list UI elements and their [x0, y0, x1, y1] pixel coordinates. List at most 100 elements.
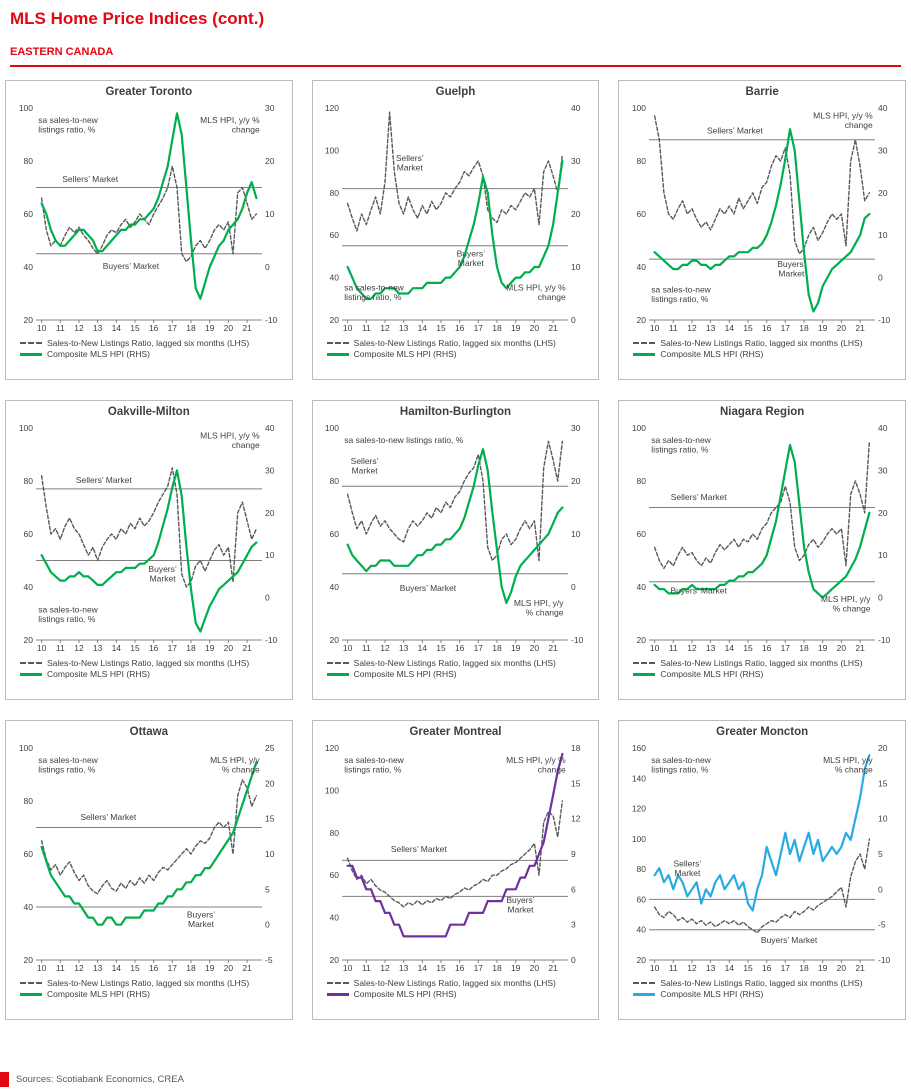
- chart-panel: Barrie 10 11 12 13 14 15 16 17 18 19 20 21 20 40 60 80 1…: [618, 80, 906, 380]
- svg-text:80: 80: [637, 476, 647, 486]
- svg-text:21: 21: [242, 643, 252, 653]
- svg-text:15: 15: [743, 643, 753, 653]
- svg-text:15: 15: [878, 778, 888, 788]
- legend-label-hpi: Composite MLS HPI (RHS): [47, 349, 150, 360]
- svg-text:0: 0: [878, 273, 883, 283]
- chart-legend: Sales-to-New Listings Ratio, lagged six …: [621, 336, 903, 360]
- svg-text:Buyers’ Market: Buyers’ Market: [400, 583, 457, 593]
- svg-text:40: 40: [265, 423, 275, 433]
- svg-text:60: 60: [637, 894, 647, 904]
- svg-text:16: 16: [762, 963, 772, 973]
- svg-text:15: 15: [743, 963, 753, 973]
- svg-text:20: 20: [878, 188, 888, 198]
- svg-text:-5: -5: [878, 920, 886, 930]
- svg-text:12: 12: [687, 323, 697, 333]
- svg-text:30: 30: [571, 156, 581, 166]
- chart-panel: Greater Toronto 10 11 12 13 14 15 16 17 18 19 20 21…: [5, 80, 293, 380]
- svg-text:19: 19: [205, 963, 215, 973]
- svg-text:11: 11: [669, 323, 678, 333]
- svg-text:20: 20: [23, 635, 33, 645]
- svg-text:14: 14: [418, 643, 428, 653]
- svg-text:100: 100: [325, 785, 339, 795]
- svg-text:0: 0: [571, 955, 576, 965]
- chart-title: Barrie: [745, 86, 779, 98]
- svg-text:30: 30: [878, 145, 888, 155]
- svg-text:19: 19: [205, 643, 215, 653]
- chart-plot: 10 11 12 13 14 15 16 17 18 19 20 21 20 40 60 80 100 -10 0 1…: [19, 103, 278, 333]
- svg-text:20: 20: [878, 743, 888, 753]
- chart-panel: Ottawa 10 11 12 13 14 15 16 17 18 19 20 21 20 40 60 80 1…: [5, 720, 293, 1020]
- svg-text:100: 100: [19, 423, 33, 433]
- dashed-line-swatch: [326, 662, 349, 664]
- svg-text:13: 13: [399, 323, 409, 333]
- svg-text:10: 10: [343, 963, 353, 973]
- svg-text:MLS HPI, y/y% change: MLS HPI, y/y% change: [823, 755, 873, 775]
- legend-label-hpi: Composite MLS HPI (RHS): [47, 669, 150, 680]
- svg-text:21: 21: [856, 963, 866, 973]
- svg-text:-10: -10: [878, 315, 891, 325]
- chart-legend: Sales-to-New Listings Ratio, lagged six …: [315, 976, 597, 1000]
- svg-text:-10: -10: [878, 635, 891, 645]
- svg-text:20: 20: [223, 643, 233, 653]
- svg-text:Sellers’ Market: Sellers’ Market: [391, 844, 448, 854]
- legend-item-hpi: Composite MLS HPI (RHS): [326, 989, 595, 1000]
- svg-text:20: 20: [637, 955, 647, 965]
- svg-text:10: 10: [343, 643, 353, 653]
- svg-text:12: 12: [381, 963, 391, 973]
- svg-text:18: 18: [571, 743, 581, 753]
- svg-text:20: 20: [571, 209, 581, 219]
- svg-text:60: 60: [23, 209, 33, 219]
- legend-item-hpi: Composite MLS HPI (RHS): [20, 349, 288, 359]
- svg-text:80: 80: [637, 156, 647, 166]
- svg-text:15: 15: [130, 963, 140, 973]
- legend-item-stnlr: Sales-to-New Listings Ratio, lagged six …: [20, 978, 288, 988]
- legend-label-hpi: Composite MLS HPI (RHS): [660, 669, 764, 680]
- chart-panel: Greater Moncton 10 11 12 13 14 15 16 17 18 19 20 21…: [618, 720, 906, 1020]
- svg-text:20: 20: [330, 955, 340, 965]
- chart-legend: Sales-to-New Listings Ratio, lagged six …: [8, 656, 290, 680]
- svg-text:0: 0: [878, 593, 883, 603]
- svg-text:80: 80: [23, 156, 33, 166]
- svg-text:Sellers’ Market: Sellers’ Market: [76, 475, 133, 485]
- legend-label-hpi: Composite MLS HPI (RHS): [660, 349, 764, 360]
- svg-text:18: 18: [186, 963, 196, 973]
- svg-text:40: 40: [637, 582, 647, 592]
- svg-text:13: 13: [93, 643, 103, 653]
- chart-plot: 10 11 12 13 14 15 16 17 18 19 20 21 20 40 60 80 100 -10 0 1…: [19, 423, 278, 653]
- svg-text:40: 40: [878, 423, 888, 433]
- svg-text:Buyers’ Market: Buyers’ Market: [671, 585, 728, 595]
- svg-text:12: 12: [687, 643, 697, 653]
- svg-text:60: 60: [330, 230, 340, 240]
- svg-text:MLS HPI, y/y %change: MLS HPI, y/y % change: [200, 431, 260, 451]
- legend-item-stnlr: Sales-to-New Listings Ratio, lagged six …: [20, 338, 288, 348]
- svg-text:18: 18: [186, 323, 196, 333]
- svg-text:11: 11: [56, 963, 65, 973]
- legend-item-stnlr: Sales-to-New Listings Ratio, lagged six …: [633, 658, 901, 668]
- svg-text:MLS HPI, y/y% change: MLS HPI, y/y% change: [821, 594, 871, 614]
- chart-plot: 10 11 12 13 14 15 16 17 18 19 20 21 20 40 60 80 100 120 0 1…: [325, 103, 581, 333]
- svg-text:100: 100: [325, 423, 339, 433]
- svg-text:Sellers’ Market: Sellers’ Market: [707, 125, 764, 135]
- chart-plot: 10 11 12 13 14 15 16 17 18 19 20 21 20 40 60 80 100 -5 0 5 1…: [19, 743, 275, 973]
- svg-text:10: 10: [37, 643, 47, 653]
- svg-text:80: 80: [330, 476, 340, 486]
- svg-text:Buyers’Market: Buyers’ Market: [148, 564, 176, 584]
- svg-text:13: 13: [706, 323, 716, 333]
- legend-label-hpi: Composite MLS HPI (RHS): [353, 669, 457, 680]
- dashed-line-swatch: [326, 982, 349, 984]
- chart-panel: Guelph 10 11 12 13 14 15 16 17 18 19 20 21 20 40 60 80 1…: [311, 80, 600, 380]
- legend-label-stnlr: Sales-to-New Listings Ratio, lagged six …: [353, 978, 556, 988]
- svg-text:13: 13: [93, 323, 103, 333]
- svg-text:-10: -10: [878, 955, 891, 965]
- svg-text:14: 14: [111, 963, 121, 973]
- svg-text:40: 40: [330, 913, 340, 923]
- svg-text:MLS HPI, y/y %change: MLS HPI, y/y % change: [200, 115, 260, 135]
- svg-text:15: 15: [437, 323, 447, 333]
- legend-label-hpi: Composite MLS HPI (RHS): [353, 989, 457, 1000]
- svg-text:14: 14: [111, 643, 121, 653]
